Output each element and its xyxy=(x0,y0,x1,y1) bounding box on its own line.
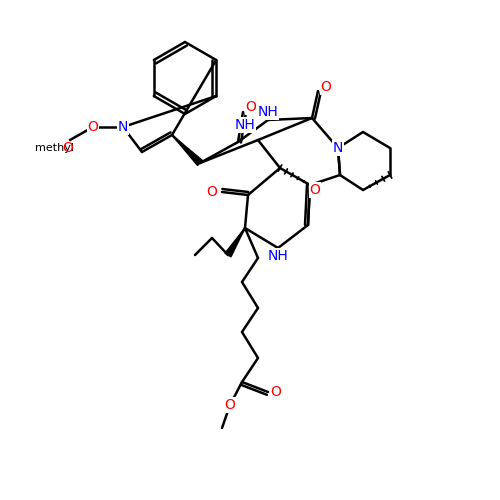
Polygon shape xyxy=(225,228,245,257)
Text: O: O xyxy=(224,398,235,412)
Text: O: O xyxy=(88,120,99,134)
Text: O: O xyxy=(246,100,256,114)
Text: O: O xyxy=(206,185,218,199)
Text: O: O xyxy=(310,183,320,197)
Text: NH: NH xyxy=(258,105,278,119)
Text: methyl: methyl xyxy=(36,143,74,153)
Text: O: O xyxy=(320,80,332,94)
Text: NH: NH xyxy=(268,249,288,263)
Text: O: O xyxy=(62,141,74,155)
Text: N: N xyxy=(333,141,343,155)
Text: N: N xyxy=(118,120,128,134)
Text: O: O xyxy=(270,385,281,399)
Text: NH: NH xyxy=(234,118,256,132)
Polygon shape xyxy=(172,135,203,166)
